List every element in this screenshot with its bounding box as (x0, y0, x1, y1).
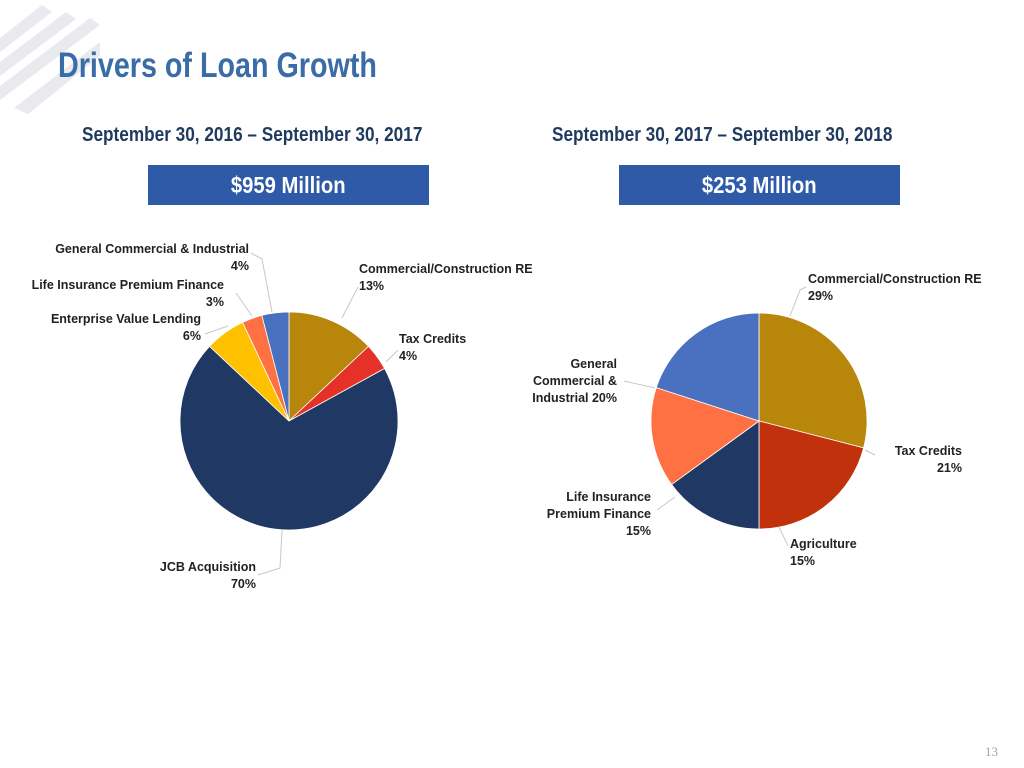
slice-label-jcb-acquisition: JCB Acquisition 70% (160, 560, 256, 591)
slice-label-life-insurance-premium-finance: Life Insurance Premium Finance 3% (32, 278, 224, 309)
leader-line-life-insurance-premium-finance (235, 292, 253, 317)
slice-label-life-insurance-premium-finance: Life Insurance Premium Finance 15% (547, 490, 651, 538)
right-period-heading: September 30, 2017 – September 30, 2018 (552, 124, 893, 146)
slice-label-agriculture: Agriculture 15% (790, 537, 857, 568)
pie-slice-jcb-acquisition (179, 345, 399, 531)
page-number: 13 (985, 744, 998, 759)
company-logo (0, 5, 100, 114)
leader-line-commercial-construction-re (789, 286, 807, 317)
pie-slice-life-insurance-premium-finance (650, 387, 760, 486)
left-amount-banner: $959 Million (148, 165, 429, 205)
pie-chart-2: Commercial/Construction RE 29% Tax Credits… (532, 272, 981, 568)
right-amount-text: $253 Million (702, 171, 817, 198)
slice-label-commercial-construction-re: Commercial/Construction RE 29% (808, 272, 982, 303)
pie-slice-general-commercial-industrial (655, 312, 760, 422)
right-amount-banner: $253 Million (619, 165, 900, 205)
slice-label-tax-credits: Tax Credits 21% (895, 444, 962, 475)
leader-line-general-commercial-industrial (250, 252, 273, 313)
slice-label-commercial-construction-re: Commercial/Construction RE 13% (359, 262, 533, 293)
leader-line-tax-credits (385, 349, 399, 363)
pie-slice-general-commercial-industrial (261, 311, 290, 422)
slice-label-enterprise-value-lending: Enterprise Value Lending 6% (51, 312, 201, 343)
slice-label-tax-credits: Tax Credits 4% (399, 332, 466, 363)
pie-chart-1: Commercial/Construction RE 13% Tax Credits… (32, 242, 533, 591)
left-period-heading: September 30, 2016 – September 30, 2017 (82, 124, 423, 146)
page-title: Drivers of Loan Growth (58, 46, 377, 85)
pie-slice-commercial-construction-re (758, 312, 868, 449)
left-amount-text: $959 Million (231, 171, 346, 198)
leader-line-commercial-construction-re (341, 286, 359, 319)
leader-line-tax-credits (864, 449, 876, 456)
leader-line-enterprise-value-lending (204, 325, 229, 335)
leader-line-jcb-acquisition (257, 529, 283, 576)
pie-slice-tax-credits (758, 420, 865, 530)
leader-line-general-commercial-industrial (623, 380, 656, 389)
pie-slice-commercial-construction-re (288, 311, 370, 422)
slice-label-general-commercial-industrial: General Commercial & Industrial 20% (532, 357, 617, 405)
slice-label-general-commercial-industrial: General Commercial & Industrial 4% (55, 242, 249, 273)
leader-line-agriculture (778, 526, 789, 547)
leader-line-life-insurance-premium-finance (656, 496, 676, 511)
pie-slice-agriculture (671, 420, 760, 530)
